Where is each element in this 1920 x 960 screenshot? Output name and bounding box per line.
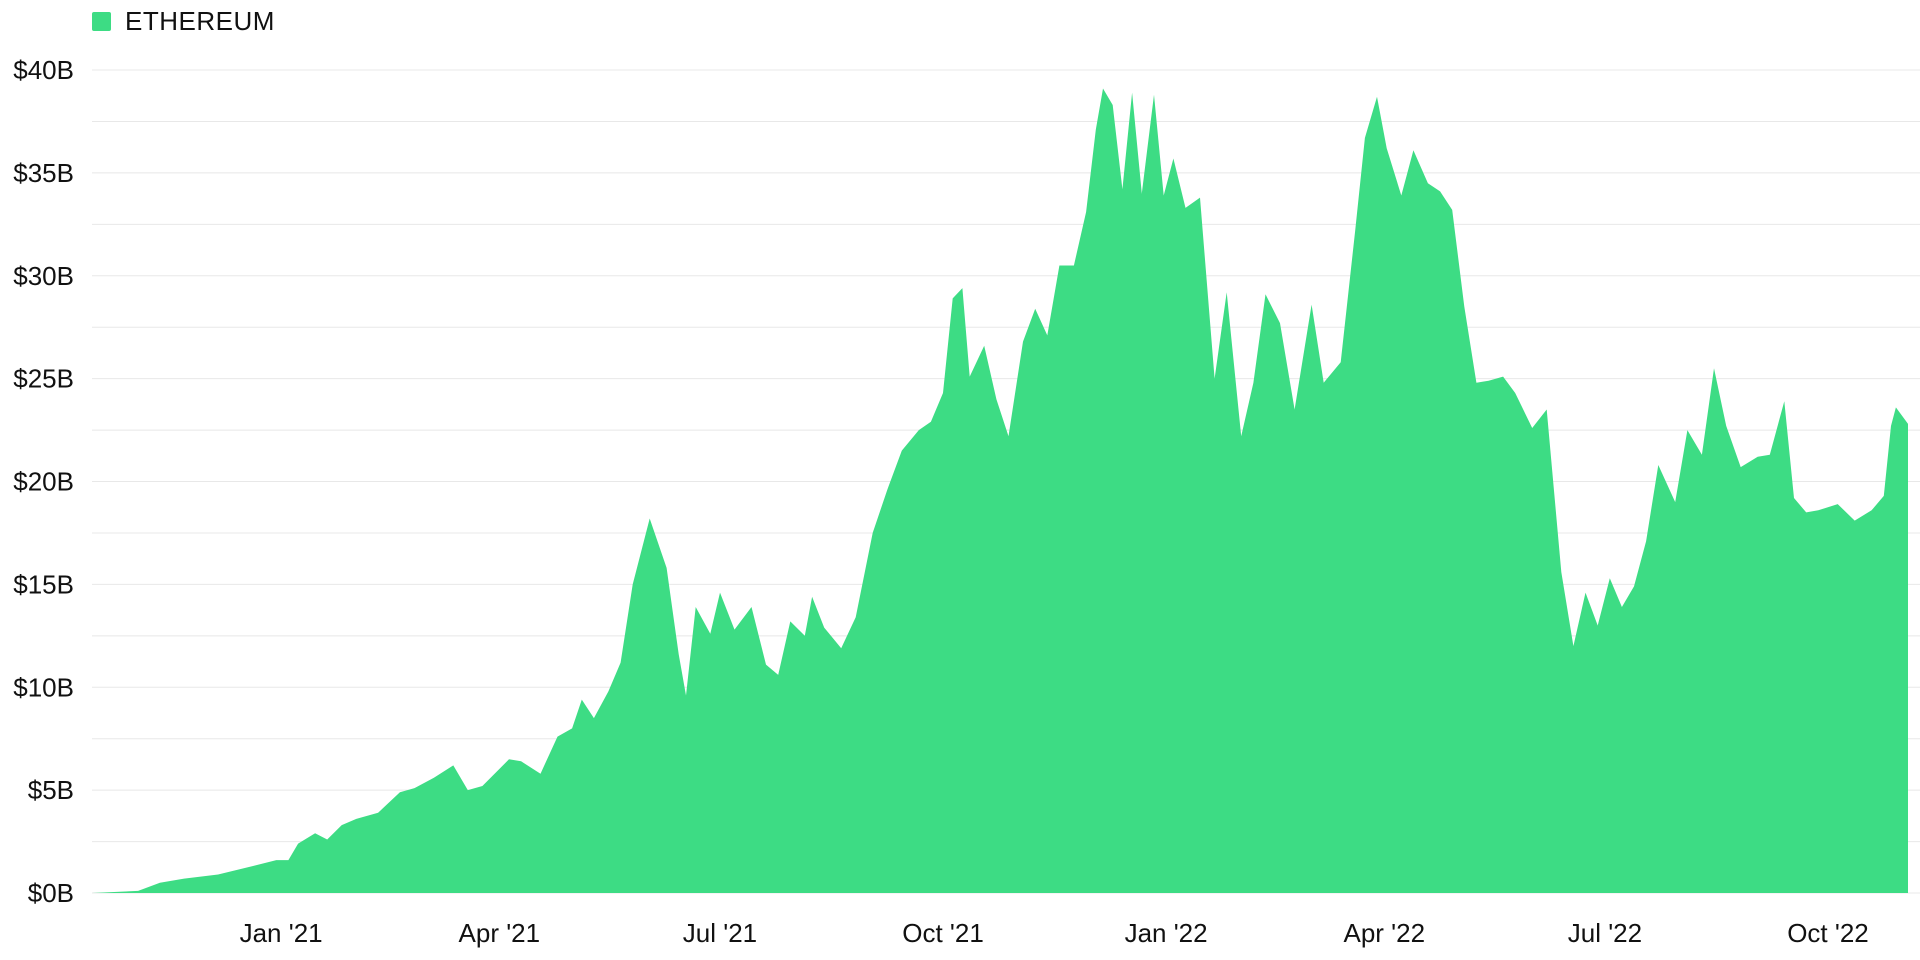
legend-label-ethereum: ETHEREUM xyxy=(125,6,275,36)
series-area-ethereum xyxy=(92,88,1908,893)
legend: ETHEREUM xyxy=(92,6,275,37)
y-tick-label: $40B xyxy=(13,55,74,85)
y-tick-label: $15B xyxy=(13,569,74,599)
x-tick-label: Apr '21 xyxy=(459,918,541,948)
x-tick-label: Jan '21 xyxy=(240,918,323,948)
y-tick-label: $20B xyxy=(13,467,74,497)
x-tick-label: Jan '22 xyxy=(1125,918,1208,948)
y-tick-label: $5B xyxy=(28,775,74,805)
x-axis-ticks: Jan '21 Apr '21 Jul '21 Oct '21 Jan '22 Apr '… xyxy=(240,918,1869,948)
x-tick-label: Apr '22 xyxy=(1344,918,1426,948)
x-tick-label: Oct '22 xyxy=(1787,918,1869,948)
x-tick-label: Oct '21 xyxy=(902,918,984,948)
x-tick-label: Jul '22 xyxy=(1568,918,1642,948)
series-area-layer xyxy=(92,88,1908,893)
y-tick-label: $10B xyxy=(13,672,74,702)
y-axis-ticks: $0B $5B $10B $15B $20B $25B $30B $35B $40B xyxy=(13,55,74,908)
y-tick-label: $30B xyxy=(13,261,74,291)
legend-swatch-ethereum xyxy=(92,12,111,31)
y-tick-label: $0B xyxy=(28,878,74,908)
y-tick-label: $35B xyxy=(13,158,74,188)
x-tick-label: Jul '21 xyxy=(683,918,757,948)
y-tick-label: $25B xyxy=(13,364,74,394)
